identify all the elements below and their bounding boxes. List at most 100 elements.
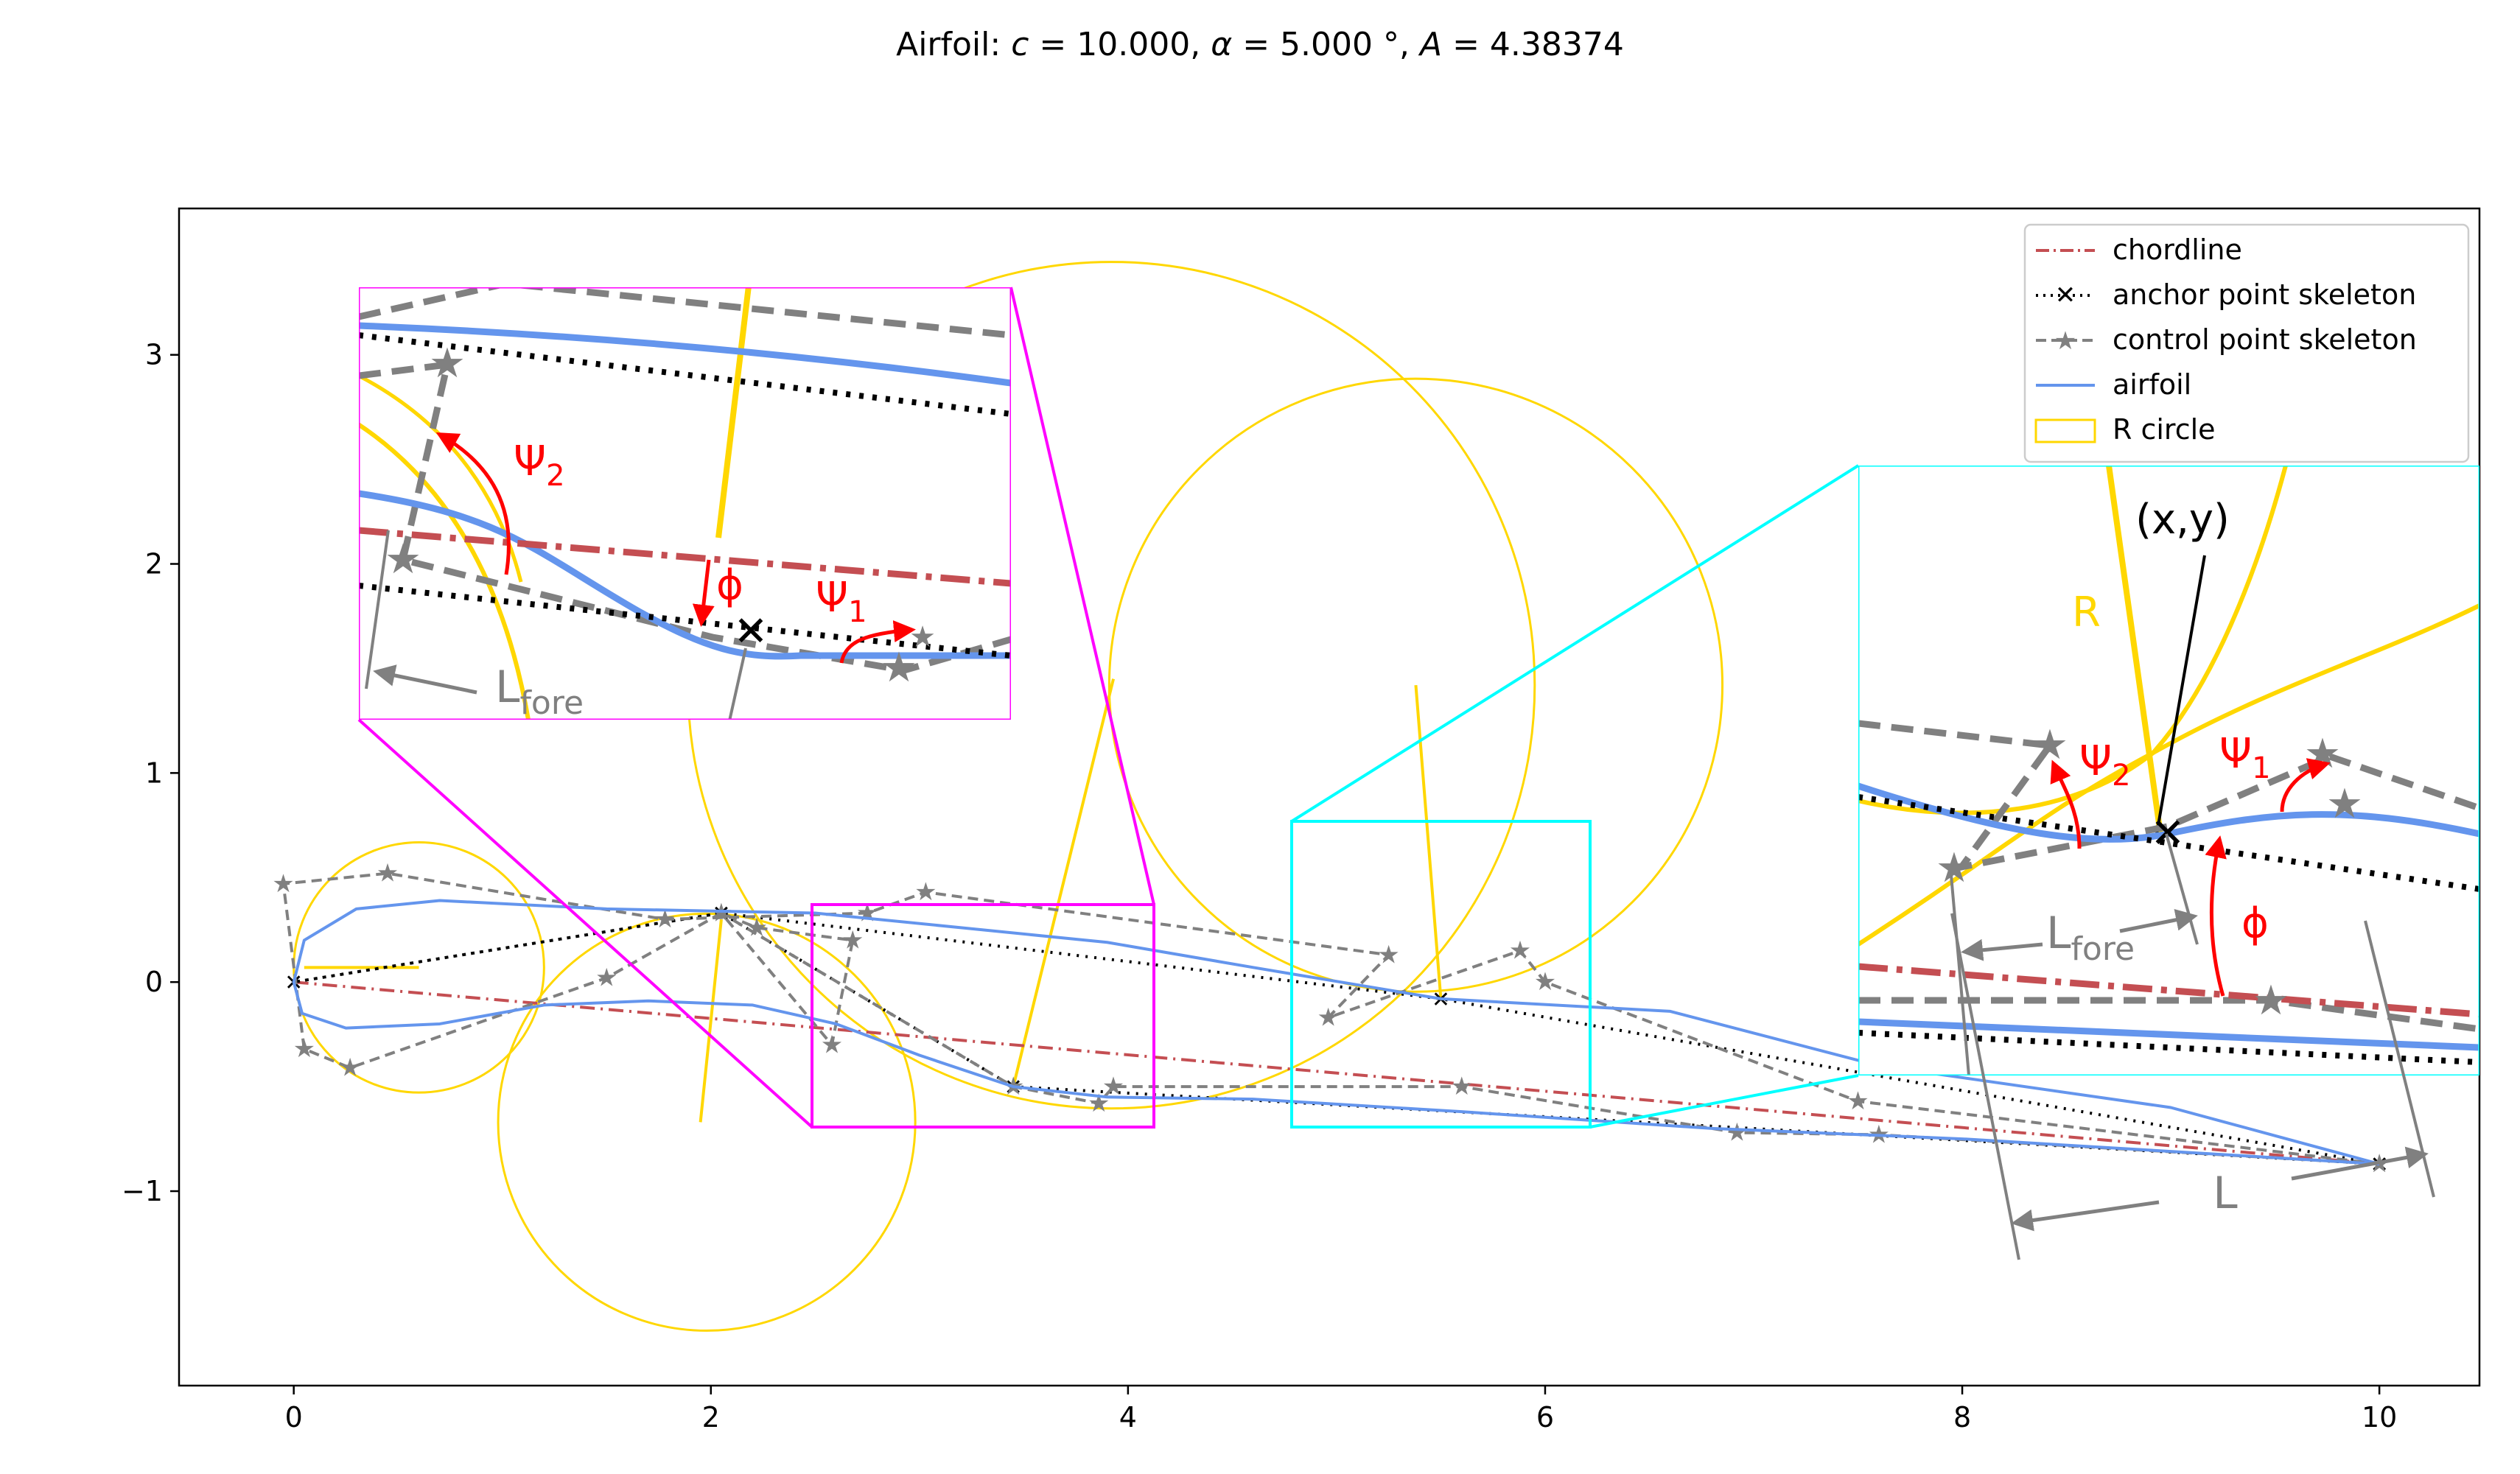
inset-left-star-1: ★ — [429, 340, 466, 387]
control-point-marker: ★ — [339, 1053, 361, 1083]
r-radius-line — [1012, 678, 1115, 1087]
inset-right-lfore-arrow-left — [1961, 938, 2043, 961]
control-point-marker: ★ — [746, 913, 768, 942]
inset-left-anchor-skeleton-bottom — [359, 583, 1011, 659]
inset-left-connector-top — [1009, 287, 1155, 905]
svg-text:airfoil: airfoil — [2113, 368, 2191, 401]
inset-left-phi-arrow — [692, 559, 715, 627]
inset-left-star-4: ★ — [909, 620, 936, 654]
inset-left-star-3: ★ — [881, 644, 917, 692]
control-point-marker: ★ — [1088, 1089, 1110, 1118]
inset-right-anchor-skeleton-bottom — [1858, 1030, 2479, 1065]
svg-text:✕: ✕ — [2055, 281, 2076, 310]
inset-right-r-label: R — [2072, 589, 2101, 636]
y-tick-label: 1 — [145, 757, 163, 789]
inset-right-airfoil-lower — [1858, 1018, 2479, 1051]
x-tick-label: 6 — [1536, 1401, 1554, 1433]
series-chordline — [293, 980, 2380, 1166]
inset-right-xy-label: (x,y) — [2135, 496, 2230, 544]
inset-right-panel: (x,y) R ★ ★ ★ ★ ★ ✕ Ψ2 Ψ1 ϕ Lfore — [1858, 466, 2479, 1075]
series-airfoil — [292, 899, 2380, 1166]
inset-right-source-box — [1290, 820, 1592, 1129]
legend: chordline ✕ anchor point skeleton ★ cont… — [2023, 223, 2470, 463]
legend-item-control-skeleton: ★ control point skeleton — [2036, 323, 2417, 356]
inset-right-lfore-tick-left — [1949, 866, 1970, 1075]
inset-right-star-2: ★ — [1936, 844, 1973, 892]
legend-item-r-circle: R circle — [2034, 413, 2216, 446]
control-point-marker: ★ — [1377, 940, 1399, 969]
control-point-marker: ★ — [1534, 967, 1556, 997]
inset-left-psi2-arrow — [435, 432, 511, 575]
inset-left-connector-bottom — [357, 718, 813, 1129]
x-tick-label: 4 — [1119, 1401, 1137, 1433]
control-point-marker: ★ — [1450, 1072, 1472, 1101]
r-radius-line — [1414, 684, 1443, 1000]
inset-left-anchor-skeleton-top — [359, 332, 1011, 417]
control-point-marker: ★ — [821, 1030, 843, 1059]
svg-text:control point skeleton: control point skeleton — [2113, 323, 2417, 356]
svg-text:chordline: chordline — [2113, 234, 2242, 266]
inset-left-psi1-arrow — [839, 620, 916, 664]
inset-right-psi1-label: Ψ1 — [2219, 730, 2271, 785]
svg-text:★: ★ — [2054, 326, 2076, 356]
inset-left-anchor-marker: ✕ — [734, 608, 769, 656]
y-tick-label: 2 — [145, 548, 163, 580]
inset-right-star-4: ★ — [2326, 780, 2363, 828]
control-point-marker: ★ — [856, 899, 878, 928]
inset-right-chordline — [1858, 963, 2479, 1018]
control-point-marker: ★ — [710, 899, 732, 928]
control-point-marker: ★ — [1847, 1087, 1869, 1116]
legend-item-airfoil: airfoil — [2036, 368, 2191, 401]
legend-item-chordline: chordline — [2036, 234, 2242, 266]
inset-left-psi2-label: Ψ2 — [514, 438, 565, 493]
inset-left-star-2: ★ — [385, 536, 421, 583]
inset-left-source-box — [811, 903, 1155, 1129]
inset-right-lfore-arrow-right — [2119, 908, 2198, 933]
inset-left-airfoil-lower — [359, 490, 1011, 660]
x-tick-label: 0 — [285, 1401, 303, 1433]
inset-left-lfore-label: Lfore — [495, 661, 584, 722]
inset-right-connector-top — [1290, 464, 1860, 823]
control-point-marker: ★ — [272, 869, 294, 899]
r-circle — [1107, 377, 1724, 993]
inset-right-control-skeleton — [1858, 720, 2479, 872]
control-point-marker: ★ — [377, 859, 399, 888]
inset-left-lfore-arrow-right — [606, 722, 720, 748]
control-point-marker: ★ — [1726, 1118, 1748, 1148]
svg-text:R circle: R circle — [2113, 413, 2216, 446]
inset-left-lfore-arrow-left — [373, 664, 477, 695]
x-tick-label: 8 — [1953, 1401, 1971, 1433]
inset-right-psi1-arrow — [2280, 758, 2331, 813]
inset-right-connector-bottom — [1589, 1074, 1859, 1129]
inset-right-star-5: ★ — [2253, 977, 2289, 1025]
r-radius-line — [699, 919, 723, 1123]
control-point-marker: ★ — [1509, 936, 1531, 966]
control-point-marker: ★ — [710, 899, 732, 928]
control-point-marker: ★ — [595, 964, 617, 993]
inset-left-panel: ★ ★ ★ ★ ✕ Ψ2 ϕ Ψ1 Lfore — [359, 287, 1011, 748]
inset-left-control-skeleton-top — [359, 287, 1011, 339]
inset-right-anchor-marker: ✕ — [2151, 810, 2185, 857]
length-annotation: L — [1950, 913, 2435, 1260]
inset-right-r-circle-arc-2 — [1858, 466, 2288, 815]
inset-left-lfore-tick-left — [365, 530, 390, 689]
axis-ticks: 0 2 4 6 8 10 −1 0 1 2 3 — [122, 339, 2397, 1433]
legend-box — [2023, 223, 2470, 463]
inset-right-xy-leader — [2155, 555, 2206, 835]
inset-left-lfore-tick-right — [728, 647, 747, 720]
inset-left-airfoil-upper — [359, 322, 1011, 387]
inset-right-phi-label: ϕ — [2241, 899, 2269, 947]
inset-right-psi2-arrow — [2050, 759, 2082, 849]
length-label: L — [2213, 1168, 2238, 1219]
y-tick-label: −1 — [122, 1175, 163, 1207]
inset-left-phi-label: ϕ — [716, 561, 743, 609]
inset-zoom-right: (x,y) R ★ ★ ★ ★ ★ ✕ Ψ2 Ψ1 ϕ Lfore — [1290, 464, 2479, 1129]
inset-right-star-1: ★ — [2031, 721, 2068, 769]
inset-left-r-line — [715, 287, 752, 538]
x-tick-label: 2 — [702, 1401, 720, 1433]
control-point-marker: ★ — [293, 1034, 315, 1064]
inset-left-control-skeleton — [359, 360, 1011, 674]
inset-left-psi1-label: Ψ1 — [816, 574, 867, 629]
control-point-marker: ★ — [841, 925, 864, 955]
